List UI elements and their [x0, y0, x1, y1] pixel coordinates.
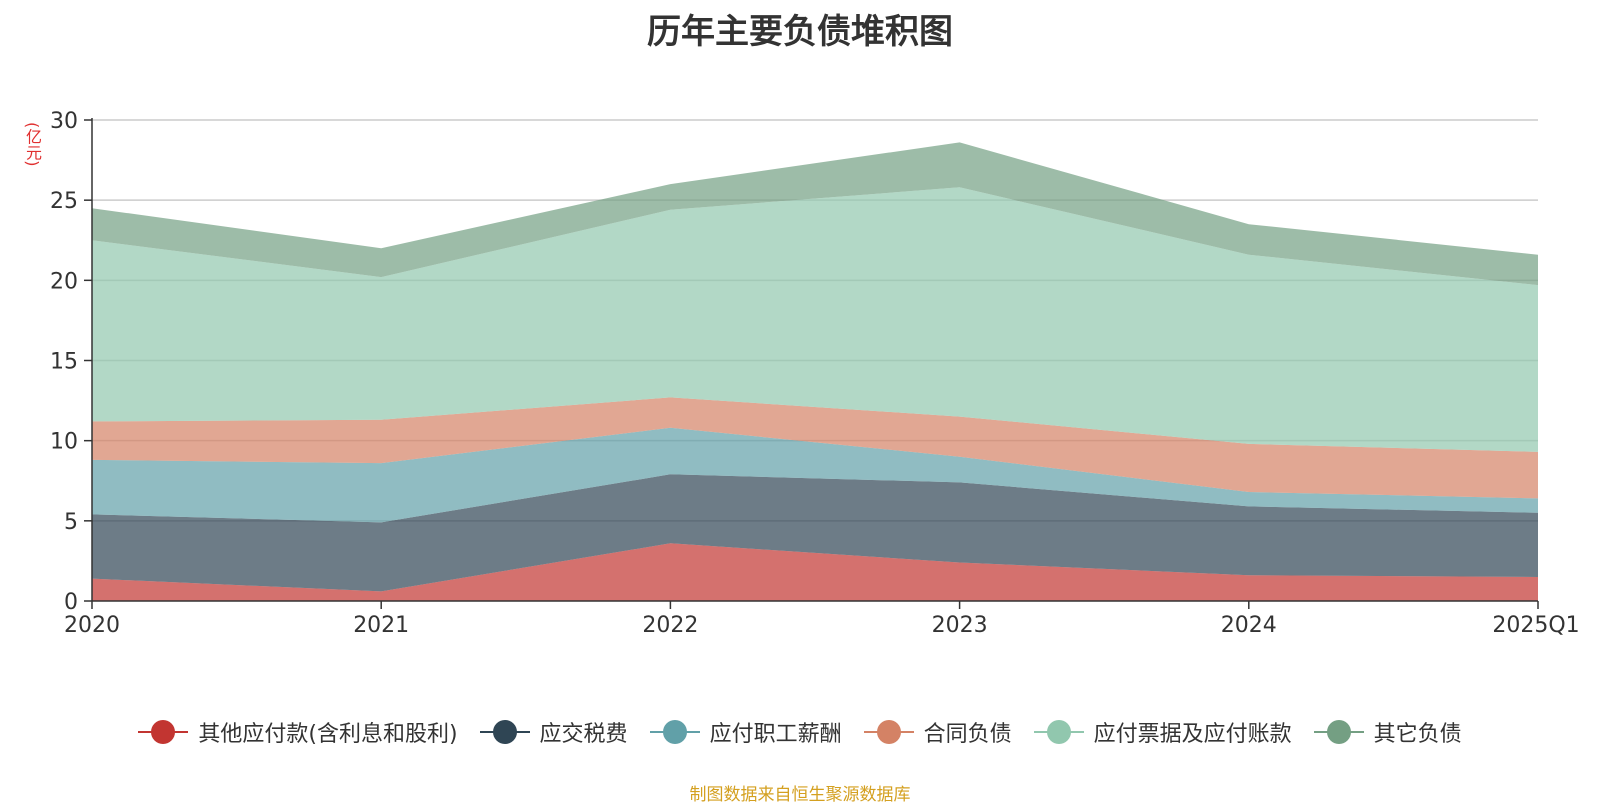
x-tick-label: 2021 — [353, 613, 409, 638]
chart-title: 历年主要负债堆积图 — [647, 12, 953, 52]
area-series-2 — [92, 427, 1538, 523]
x-tick-label: 2020 — [64, 613, 120, 638]
y-tick-label: 20 — [50, 269, 78, 294]
y-tick-label: 25 — [50, 189, 78, 214]
legend-item[interactable]: 应付职工薪酬 — [649, 716, 842, 748]
legend-marker-icon — [863, 720, 914, 744]
area-series-5 — [92, 142, 1538, 286]
legend: 其他应付款(含利息和股利) 应交税费 应付职工薪酬 合同负债 应付票据及应付账款 其它负债 — [0, 716, 1600, 748]
legend-marker-icon — [479, 720, 530, 744]
legend-marker-icon — [1033, 720, 1084, 744]
x-tick-label: 2022 — [642, 613, 698, 638]
area-series-4 — [92, 187, 1538, 452]
x-tick-label: 2025Q1 — [1492, 613, 1579, 638]
legend-marker-icon — [1313, 720, 1364, 744]
legend-item[interactable]: 其它负债 — [1313, 716, 1462, 748]
axes: 0 5 10 15 20 25 30 2020 2021 2022 2023 2024 2025Q1 — [50, 109, 1580, 638]
legend-label: 合同负债 — [923, 722, 1012, 747]
legend-item[interactable]: 应付票据及应付账款 — [1033, 716, 1292, 748]
y-tick-label: 30 — [50, 109, 78, 134]
legend-label: 应交税费 — [539, 722, 628, 747]
y-tick-label: 10 — [50, 430, 78, 455]
legend-marker-icon — [138, 720, 189, 744]
y-tick-label: 0 — [64, 590, 78, 615]
legend-label: 应付职工薪酬 — [709, 722, 842, 747]
y-axis-unit-label: (亿元) — [23, 122, 42, 167]
x-tick-label: 2024 — [1221, 613, 1277, 638]
y-tick-label: 15 — [50, 350, 78, 375]
x-tick-label: 2023 — [932, 613, 988, 638]
legend-label: 应付票据及应付账款 — [1093, 722, 1292, 747]
legend-item[interactable]: 应交税费 — [479, 716, 628, 748]
stacked-area-chart: 0 5 10 15 20 25 30 2020 2021 2022 2023 2024 2025Q1 — [50, 109, 1580, 638]
legend-marker-icon — [649, 720, 700, 744]
area-series-0 — [92, 543, 1538, 601]
legend-label: 其它负债 — [1373, 722, 1462, 747]
area-series-1 — [92, 474, 1538, 592]
area-series-3 — [92, 397, 1538, 499]
area-series-group — [92, 142, 1538, 601]
legend-item[interactable]: 其他应付款(含利息和股利) — [138, 716, 458, 748]
legend-item[interactable]: 合同负债 — [863, 716, 1012, 748]
legend-label: 其他应付款(含利息和股利) — [198, 722, 458, 747]
y-tick-label: 5 — [64, 510, 78, 535]
source-note: 制图数据来自恒生聚源数据库 — [689, 785, 911, 805]
